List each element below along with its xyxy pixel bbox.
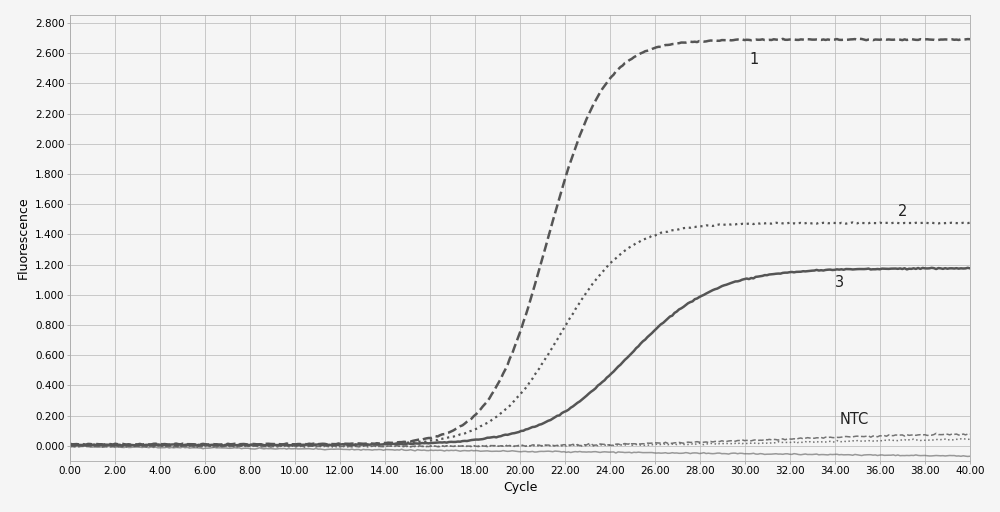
X-axis label: Cycle: Cycle <box>503 481 537 494</box>
Text: NTC: NTC <box>840 412 869 427</box>
Y-axis label: Fluorescence: Fluorescence <box>16 197 29 280</box>
Text: 2: 2 <box>898 204 907 219</box>
Text: 3: 3 <box>835 275 844 290</box>
Text: 1: 1 <box>750 52 759 67</box>
